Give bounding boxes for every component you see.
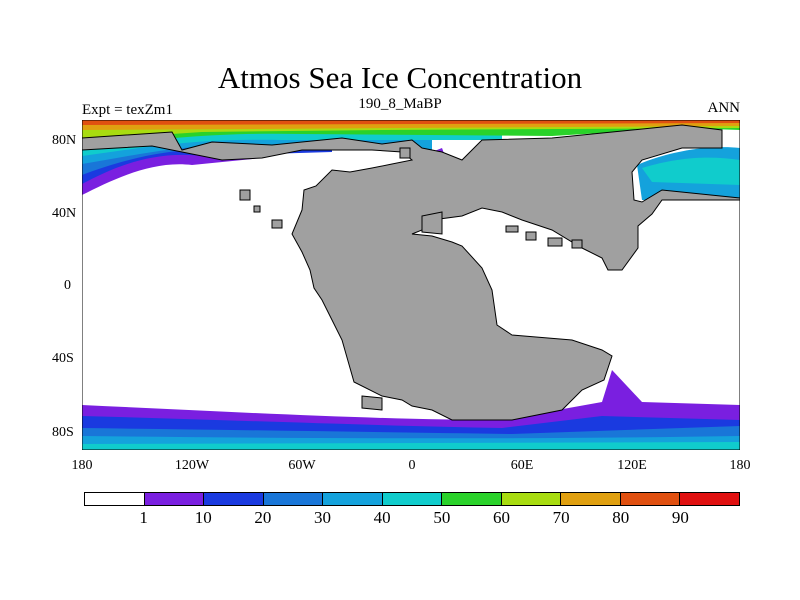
colorbar-label-80: 80	[612, 508, 630, 527]
antarctic-ice	[82, 370, 740, 450]
colorbar-swatch-3	[263, 493, 324, 505]
colorbar-swatch-0	[85, 493, 145, 505]
lat-label-80s: 80S	[52, 425, 74, 440]
colorbar-label-1: 1	[139, 508, 148, 527]
lat-label-80n: 80N	[52, 133, 77, 148]
colorbar-label-40: 40	[373, 508, 391, 527]
colorbar-label-20: 20	[254, 508, 272, 527]
colorbar-swatch-4	[323, 493, 383, 505]
lat-label-40n: 40N	[52, 206, 77, 221]
colorbar-swatch-2	[204, 493, 264, 505]
lon-label-120e: 120E	[617, 458, 647, 473]
lat-label-40s: 40S	[52, 351, 74, 366]
colorbar-label-70: 70	[552, 508, 570, 527]
season-label: ANN	[707, 100, 741, 116]
colorbar	[84, 492, 740, 506]
colorbar-swatch-5	[382, 493, 443, 505]
lon-label-120w: 120W	[174, 458, 210, 473]
colorbar-swatch-7	[501, 493, 562, 505]
lon-label-180e: 180	[729, 458, 751, 473]
lon-label-180w: 180	[71, 458, 93, 473]
lon-label-60e: 60E	[510, 458, 534, 473]
map-plot	[82, 120, 740, 450]
colorbar-swatch-9	[620, 493, 681, 505]
lon-label-0: 0	[408, 458, 416, 473]
colorbar-label-60: 60	[492, 508, 510, 527]
lat-label-0: 0	[64, 278, 71, 293]
period-label: 190_8_MaBP	[358, 96, 442, 112]
colorbar-label-30: 30	[314, 508, 332, 527]
experiment-label: Expt = texZm1	[82, 102, 173, 118]
colorbar-label-90: 90	[671, 508, 689, 527]
colorbar-swatch-8	[561, 493, 621, 505]
colorbar-swatch-6	[442, 493, 502, 505]
colorbar-label-10: 10	[194, 508, 212, 527]
continent-north	[82, 124, 740, 421]
lon-label-60w: 60W	[288, 458, 316, 473]
map-title: Atmos Sea Ice Concentration	[217, 60, 583, 95]
colorbar-label-50: 50	[433, 508, 451, 527]
land-masses	[82, 124, 740, 421]
map-svg	[82, 120, 740, 450]
colorbar-swatch-1	[144, 493, 205, 505]
colorbar-swatch-10	[680, 493, 740, 505]
